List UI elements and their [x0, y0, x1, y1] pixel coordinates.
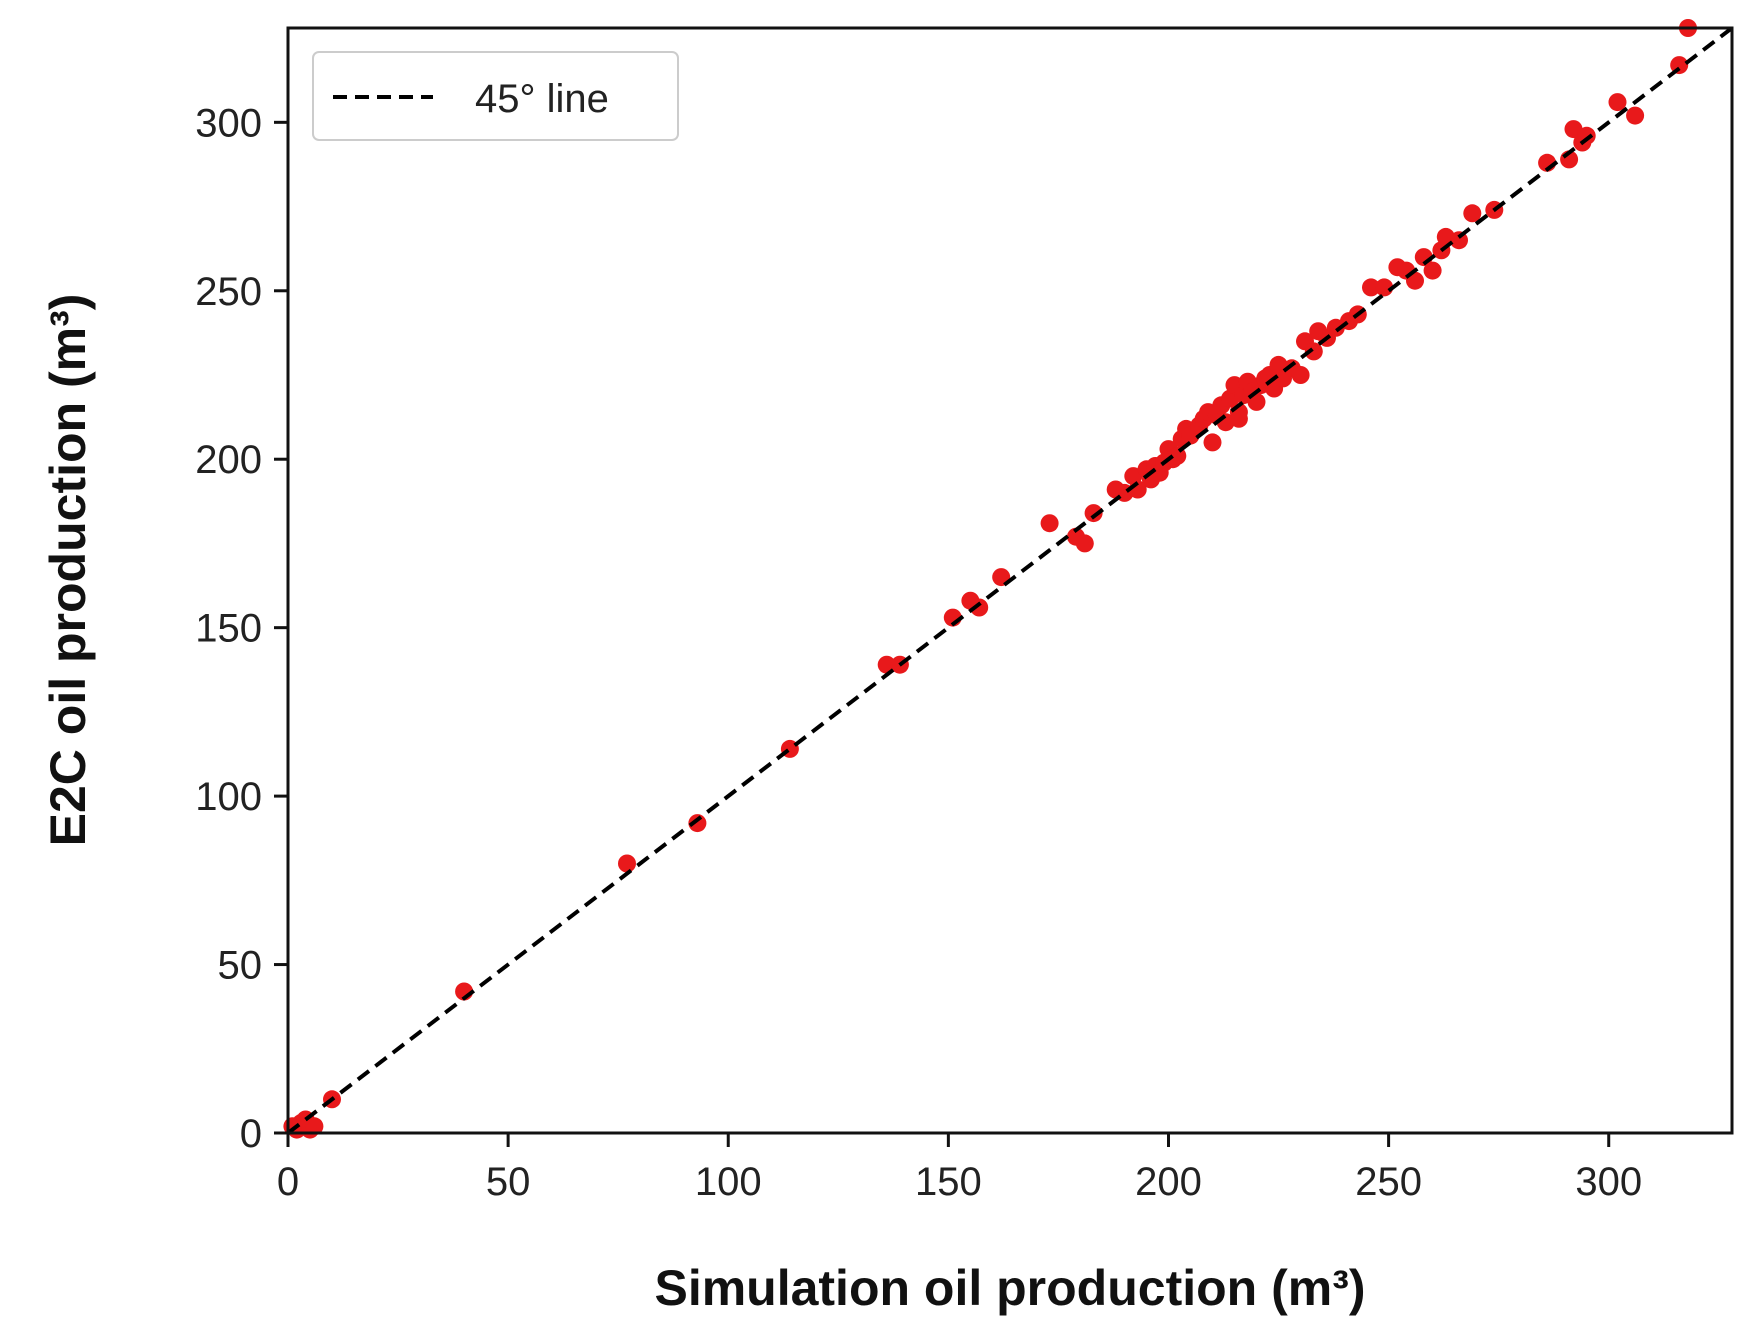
data-point-72	[1423, 261, 1442, 280]
plot-frame	[286, 26, 1734, 1135]
y-tick-label-50: 50	[218, 944, 263, 988]
data-point-84	[1626, 106, 1645, 125]
y-tick-label-100: 100	[195, 775, 262, 819]
legend-label-45-line: 45° line	[475, 77, 609, 121]
data-point-76	[1463, 204, 1482, 223]
data-point-17	[1040, 514, 1059, 533]
data-point-39	[1203, 433, 1222, 452]
legend: 45° line	[312, 51, 679, 141]
y-axis-label: E2C oil production (m³)	[40, 294, 96, 847]
reference-line-45-degree	[286, 26, 1734, 1135]
y-tick-label-150: 150	[195, 607, 262, 651]
x-tick-label-100: 100	[695, 1160, 762, 1204]
y-tick-label-300: 300	[195, 101, 262, 145]
data-point-5	[305, 1117, 324, 1136]
x-tick-label-0: 0	[277, 1160, 299, 1204]
x-tick-label-150: 150	[915, 1160, 982, 1204]
data-point-58	[1291, 366, 1310, 384]
data-point-20	[1084, 504, 1103, 523]
x-tick-label-300: 300	[1575, 1160, 1642, 1204]
data-point-83	[1608, 93, 1627, 112]
x-tick-label-50: 50	[486, 1160, 531, 1204]
x-tick-label-250: 250	[1355, 1160, 1422, 1204]
y-tick-label-200: 200	[195, 438, 262, 482]
plot-marks	[283, 19, 1734, 1139]
data-point-19	[1075, 534, 1094, 553]
data-point-46	[1229, 409, 1248, 428]
y-tick-label-0: 0	[240, 1112, 262, 1156]
data-point-60	[1304, 342, 1323, 361]
x-tick-label-200: 200	[1135, 1160, 1202, 1204]
data-point-15	[970, 598, 989, 617]
data-point-8	[618, 854, 636, 873]
y-tick-label-250: 250	[195, 270, 262, 314]
axis-ticks: 0 50 100 150 200 250 300 0 50 100 150 200 250 300	[195, 101, 1642, 1204]
x-axis-label: Simulation oil production (m³)	[654, 1260, 1365, 1316]
data-point-66	[1362, 278, 1380, 297]
data-point-67	[1375, 278, 1394, 297]
legend-box	[312, 51, 679, 141]
